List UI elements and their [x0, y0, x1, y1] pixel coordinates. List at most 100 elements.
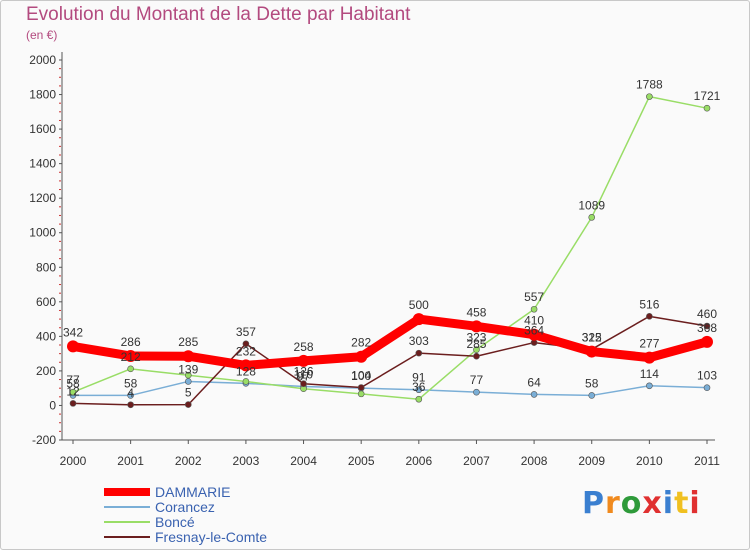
- data-point-bonc-: [415, 395, 423, 403]
- data-point-bonc-: [184, 371, 192, 379]
- data-point-bonc-: [646, 93, 653, 100]
- y-tick-label: 1200: [29, 191, 56, 205]
- data-point-bonc-: [473, 346, 480, 353]
- x-tick-label: 2000: [60, 454, 87, 468]
- data-point-fresnay-le-comte: [184, 401, 192, 408]
- x-tick-label: 2003: [233, 454, 260, 468]
- data-point-fresnay-le-comte: [69, 400, 77, 407]
- data-point-dammarie: [470, 320, 483, 333]
- data-point-corancez: [184, 378, 192, 385]
- series-line-corancez: [72, 380, 708, 397]
- logo-letter: x: [642, 486, 663, 521]
- data-label-dammarie: 342: [63, 325, 83, 339]
- data-label-fresnay-le-comte: 104: [351, 368, 371, 382]
- data-label-fresnay-le-comte: 5: [185, 386, 192, 400]
- data-label-corancez: 58: [66, 376, 80, 390]
- y-tick-label: 1000: [29, 226, 56, 240]
- data-label-corancez: 58: [124, 376, 138, 390]
- data-label-dammarie: 232: [236, 344, 256, 358]
- data-point-bonc-: [69, 388, 77, 396]
- proxiti-logo: Proxiti: [582, 486, 701, 521]
- y-tick-label: 600: [36, 295, 56, 309]
- data-label-dammarie: 368: [697, 321, 717, 335]
- data-label-fresnay-le-comte: 4: [127, 386, 134, 400]
- data-label-bonc-: 97: [297, 370, 311, 384]
- data-label-dammarie: 410: [524, 314, 544, 328]
- data-label-fresnay-le-comte: 364: [524, 324, 544, 338]
- logo-letter: P: [582, 486, 605, 521]
- y-tick-label: -200: [32, 433, 56, 447]
- logo-letter: t: [674, 486, 690, 521]
- unit-label: (en €): [26, 28, 58, 42]
- data-point-bonc-: [127, 365, 134, 373]
- data-label-corancez: 103: [697, 369, 717, 383]
- data-label-dammarie: 312: [582, 331, 602, 345]
- axes: -200 0 200 400 600 800 1000 1200 1400 1600 1800 200…: [29, 52, 720, 468]
- data-point-fresnay-le-comte: [703, 322, 711, 330]
- data-point-corancez: [127, 392, 134, 399]
- data-label-corancez: 128: [236, 364, 256, 378]
- data-label-corancez: 77: [470, 373, 484, 387]
- logo-letter: i: [662, 486, 675, 521]
- logo-letter: r: [605, 486, 621, 521]
- y-tick-label: 1400: [29, 157, 56, 171]
- data-label-bonc-: 323: [466, 331, 486, 345]
- data-point-dammarie: [701, 335, 713, 348]
- data-label-fresnay-le-comte: 357: [236, 325, 256, 339]
- data-point-dammarie: [182, 350, 195, 363]
- data-point-bonc-: [530, 305, 538, 313]
- data-label-dammarie: 285: [178, 335, 198, 349]
- data-label-corancez: 100: [351, 369, 371, 383]
- data-point-bonc-: [357, 390, 365, 398]
- x-tick-label: 2007: [463, 454, 490, 468]
- data-label-bonc-: 557: [524, 290, 544, 304]
- data-label-corancez: 58: [585, 376, 599, 390]
- y-tick-label: 1600: [29, 122, 56, 136]
- data-label-fresnay-le-comte: 12: [66, 384, 80, 398]
- y-tick-label: 800: [36, 260, 56, 274]
- data-label-bonc-: 36: [412, 380, 426, 394]
- data-label-bonc-: 1788: [636, 78, 663, 92]
- data-label-dammarie: 458: [466, 305, 486, 319]
- data-label-dammarie: 258: [294, 340, 314, 354]
- x-tick-label: 2005: [348, 454, 375, 468]
- x-tick-label: 2009: [578, 454, 605, 468]
- legend-label-corancez: Corancez: [155, 499, 215, 515]
- data-label-bonc-: 1721: [694, 89, 721, 103]
- data-point-fresnay-le-comte: [357, 384, 365, 391]
- data-point-corancez: [415, 386, 423, 394]
- logo-letter: o: [620, 486, 643, 521]
- x-tick-label: 2002: [175, 454, 202, 468]
- data-point-corancez: [588, 392, 596, 399]
- data-point-corancez: [530, 391, 538, 398]
- data-point-fresnay-le-comte: [646, 313, 653, 320]
- data-label-corancez: 91: [412, 371, 426, 385]
- data-label-dammarie: 286: [121, 335, 141, 349]
- chart-title: Evolution du Montant de la Dette par Hab…: [26, 4, 411, 25]
- legend-label-dammarie: DAMMARIE: [155, 484, 230, 500]
- legend-label-bonc-: Boncé: [155, 514, 195, 530]
- y-tick-label: 200: [36, 364, 56, 378]
- data-point-dammarie: [124, 350, 137, 363]
- x-tick-label: 2006: [405, 454, 432, 468]
- data-point-dammarie: [528, 328, 541, 341]
- data-label-dammarie: 282: [351, 336, 371, 350]
- series-line-dammarie: [68, 314, 712, 370]
- data-point-corancez: [473, 388, 480, 396]
- x-tick-label: 2010: [636, 454, 663, 468]
- data-point-bonc-: [588, 214, 596, 221]
- data-label-dammarie: 277: [639, 337, 659, 351]
- data-label-corancez: 139: [178, 362, 198, 376]
- legend-label-fresnay-le-comte: Fresnay-le-Comte: [155, 529, 267, 545]
- data-point-fresnay-le-comte: [415, 349, 423, 357]
- x-tick-label: 2011: [694, 454, 720, 468]
- series-layer: [67, 93, 713, 409]
- data-point-fresnay-le-comte: [127, 401, 134, 409]
- data-label-fresnay-le-comte: 516: [639, 297, 659, 311]
- data-point-dammarie: [585, 345, 598, 358]
- data-point-dammarie: [355, 350, 368, 363]
- data-label-corancez: 114: [640, 367, 659, 381]
